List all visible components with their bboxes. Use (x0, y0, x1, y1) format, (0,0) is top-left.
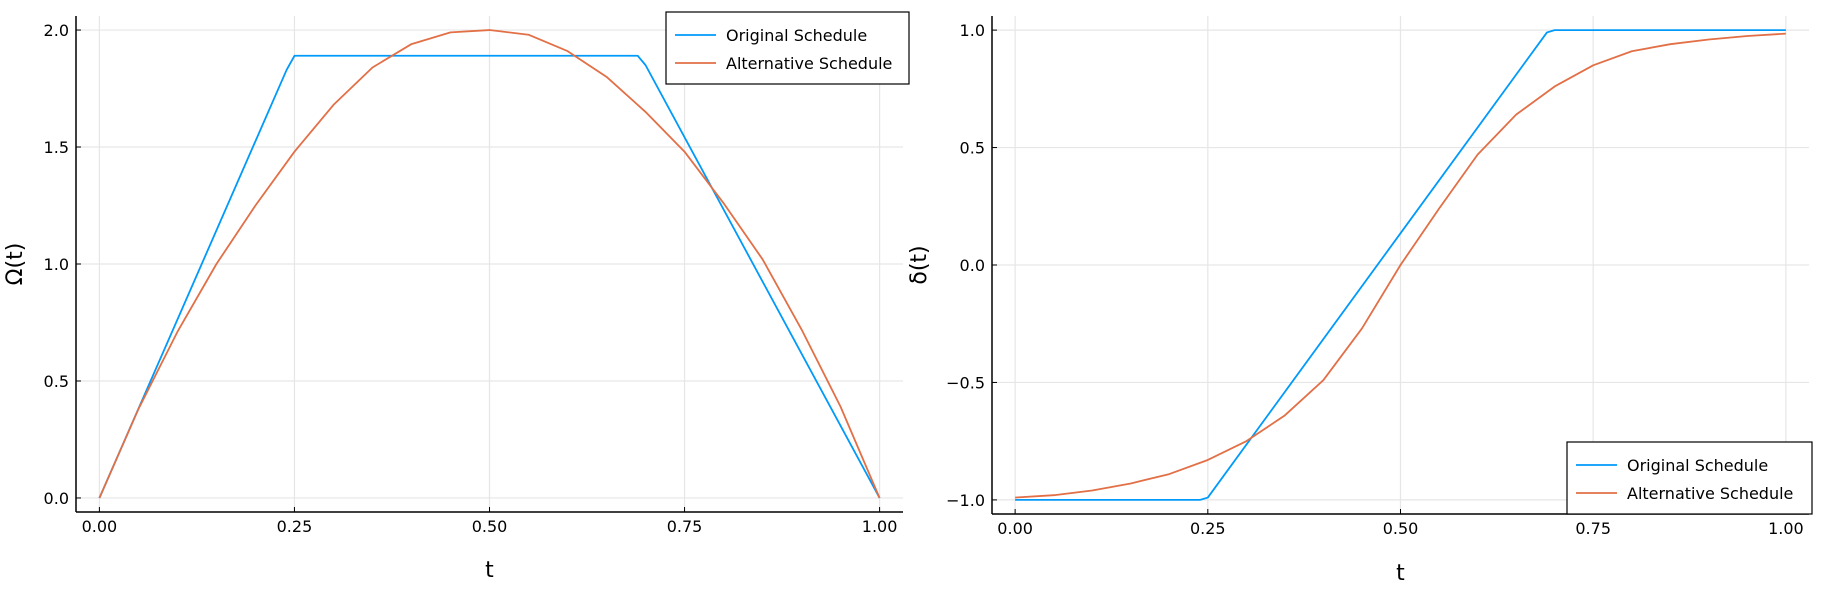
y-tick-label: 2.0 (44, 21, 69, 40)
x-tick-label: 0.50 (1383, 519, 1419, 538)
x-tick-label: 1.00 (862, 517, 898, 536)
x-tick-label: 0.75 (1575, 519, 1611, 538)
x-tick-label: 0.25 (277, 517, 313, 536)
y-tick-label: 0.5 (960, 139, 985, 158)
y-axis-label: δ(t) (907, 245, 932, 284)
y-tick-label: 1.0 (44, 255, 69, 274)
x-tick-label: 1.00 (1768, 519, 1804, 538)
x-tick-label: 0.50 (472, 517, 508, 536)
x-tick-label: 0.75 (667, 517, 703, 536)
legend-entry-label: Original Schedule (726, 26, 867, 45)
legend-entry-label: Alternative Schedule (726, 54, 892, 73)
x-tick-label: 0.00 (997, 519, 1033, 538)
y-axis-label: Ω(t) (3, 243, 28, 286)
x-tick-label: 0.00 (82, 517, 118, 536)
x-axis-label: t (485, 558, 494, 583)
original-schedule-line (1015, 29, 1786, 501)
original-schedule-line (98, 54, 881, 499)
x-axis-label: t (1396, 561, 1405, 586)
alternative-schedule-line (1015, 32, 1786, 499)
y-tick-label: 0.0 (960, 256, 985, 275)
legend-box (1566, 441, 1813, 515)
y-tick-label: 1.0 (960, 21, 985, 40)
legend-entry-label: Alternative Schedule (1627, 484, 1793, 503)
y-tick-label: −0.5 (946, 373, 985, 392)
x-tick-label: 0.25 (1190, 519, 1226, 538)
y-tick-label: −1.0 (946, 491, 985, 510)
y-tick-label: 0.0 (44, 489, 69, 508)
legend-entry-label: Original Schedule (1627, 456, 1768, 475)
legend: Original Schedule Alternative Schedule (1566, 441, 1813, 515)
y-tick-label: 1.5 (44, 138, 69, 157)
delta-chart-panel: 0.00 0.25 0.50 0.75 1.00 −1.0 −0.5 0.0 0.5 1.0 t δ(… (907, 16, 1813, 586)
legend: Original Schedule Alternative Schedule (665, 11, 910, 85)
alternative-schedule-line (98, 29, 881, 499)
omega-chart-panel: 0.00 0.25 0.50 0.75 1.00 0.0 0.5 1.0 1.5 2.0 t Ω(t)… (3, 11, 910, 583)
y-tick-label: 0.5 (44, 372, 69, 391)
legend-box (665, 11, 910, 85)
